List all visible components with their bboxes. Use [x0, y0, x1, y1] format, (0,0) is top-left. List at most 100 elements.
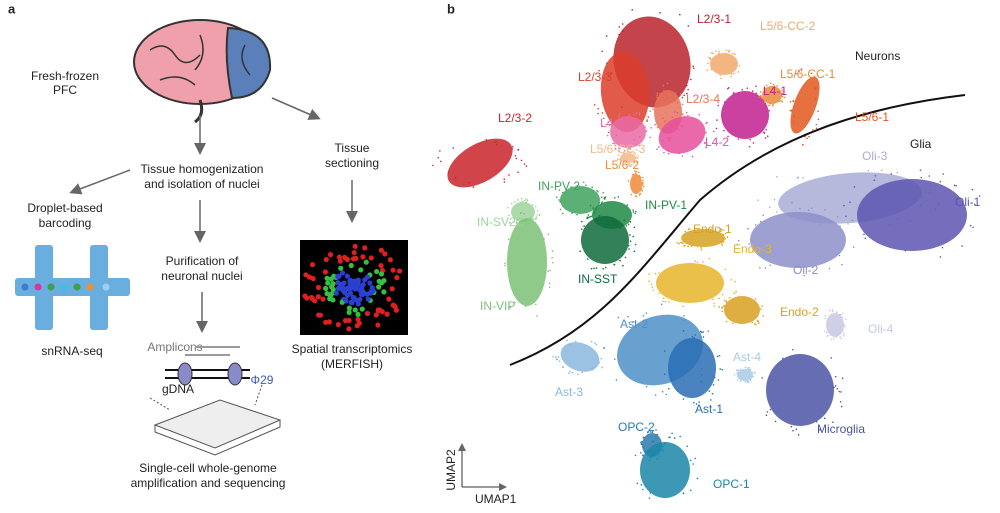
cluster-label: Oli-4	[868, 322, 894, 336]
cluster-blob	[790, 76, 820, 134]
cluster-cell	[512, 145, 514, 148]
cluster-cell	[645, 130, 648, 132]
cluster-cell	[503, 181, 506, 183]
cluster-cell	[700, 249, 703, 251]
cell-dot	[323, 285, 329, 292]
cluster-cell	[581, 220, 583, 223]
cluster-cell	[623, 219, 625, 221]
cluster-cell	[662, 300, 664, 303]
cell-dot	[336, 273, 342, 279]
cluster-blob	[658, 116, 706, 154]
cluster-cell	[791, 348, 794, 351]
cluster-cell	[681, 96, 684, 99]
cluster-cell	[508, 214, 510, 217]
cluster-cell	[689, 459, 692, 462]
cluster-cell	[748, 368, 750, 371]
cluster-cell	[504, 262, 506, 264]
label: PFC	[53, 83, 77, 97]
cluster-cell	[618, 26, 621, 28]
cell-dot	[376, 278, 382, 284]
cluster-cell	[628, 248, 630, 250]
cluster-cell	[627, 244, 630, 247]
cluster-cell	[661, 117, 664, 120]
cluster-cell	[634, 212, 636, 215]
cluster-cell	[593, 267, 595, 270]
cluster-cell	[664, 300, 667, 303]
cluster-cell	[736, 243, 739, 246]
cluster-cell	[732, 322, 734, 325]
cluster-cell	[515, 221, 518, 224]
cell-dot	[338, 265, 344, 271]
cluster-cell	[557, 356, 560, 358]
cluster-cell	[659, 12, 661, 14]
cluster-cell	[659, 93, 661, 95]
cell-dot	[347, 290, 354, 296]
cluster-cell	[440, 160, 442, 163]
cluster-cell	[661, 390, 664, 393]
cluster-cell	[622, 161, 625, 163]
cluster-cell	[649, 136, 651, 139]
cluster-cell	[724, 299, 726, 302]
cluster-cell	[733, 53, 736, 55]
cluster-cell	[656, 126, 659, 129]
cluster-cell	[603, 197, 605, 199]
cell-dot	[387, 257, 393, 263]
cell-dot	[362, 245, 368, 251]
cluster-cell	[719, 74, 721, 77]
cluster-blob	[724, 296, 760, 324]
cluster-cell	[727, 135, 729, 138]
cluster-label: Oli-3	[862, 149, 888, 163]
cluster-cell	[693, 337, 695, 339]
cluster-cell	[730, 278, 733, 281]
divider	[509, 94, 966, 366]
cluster-cell	[686, 92, 688, 95]
cell-dot	[333, 290, 339, 296]
cluster-cell	[825, 331, 828, 334]
cell-dot	[390, 267, 396, 273]
plate	[149, 384, 282, 456]
cluster-cell	[839, 313, 841, 316]
cluster-cell	[828, 267, 831, 270]
cluster-cell	[650, 127, 652, 129]
cluster-cell	[852, 246, 855, 248]
cluster-cell	[624, 256, 627, 259]
cluster-cell	[863, 233, 865, 236]
cluster-blob	[610, 116, 646, 148]
cluster-cell	[676, 112, 679, 114]
cluster-cell	[733, 72, 735, 75]
cluster-cell	[532, 218, 534, 220]
cluster-cell	[844, 325, 846, 328]
cluster-cell	[711, 392, 714, 395]
cluster-cell	[644, 450, 647, 453]
cluster-cell	[638, 194, 641, 196]
cell-dot	[396, 268, 403, 274]
cell-dot	[315, 284, 322, 291]
cluster-cell	[736, 369, 739, 372]
cell-dot	[358, 267, 364, 273]
cluster-cell	[691, 335, 694, 338]
cluster-cell	[634, 172, 637, 175]
cluster-cell	[830, 338, 832, 341]
cluster-cell	[645, 385, 648, 388]
cluster-cell	[629, 42, 632, 44]
cluster-blob	[620, 153, 636, 163]
cluster-cell	[660, 303, 663, 306]
cluster-blob	[507, 218, 547, 306]
cell-dot	[309, 296, 316, 302]
cluster-cell	[874, 174, 877, 177]
cluster-cell	[596, 189, 598, 192]
cluster-cell	[766, 135, 769, 138]
cluster-cell	[632, 209, 634, 211]
cluster-cell	[819, 429, 821, 431]
cluster-cell	[757, 199, 759, 201]
cluster-label: Ast-1	[695, 402, 723, 416]
cluster-cell	[585, 184, 587, 187]
cluster-cell	[755, 92, 758, 94]
cluster-cell	[953, 184, 956, 187]
cluster-cell	[783, 96, 786, 99]
cluster-cell	[702, 336, 705, 338]
cluster-cell	[612, 142, 614, 145]
cluster-cell	[627, 315, 629, 318]
cluster-cell	[613, 142, 616, 145]
cluster-cell	[755, 85, 757, 88]
